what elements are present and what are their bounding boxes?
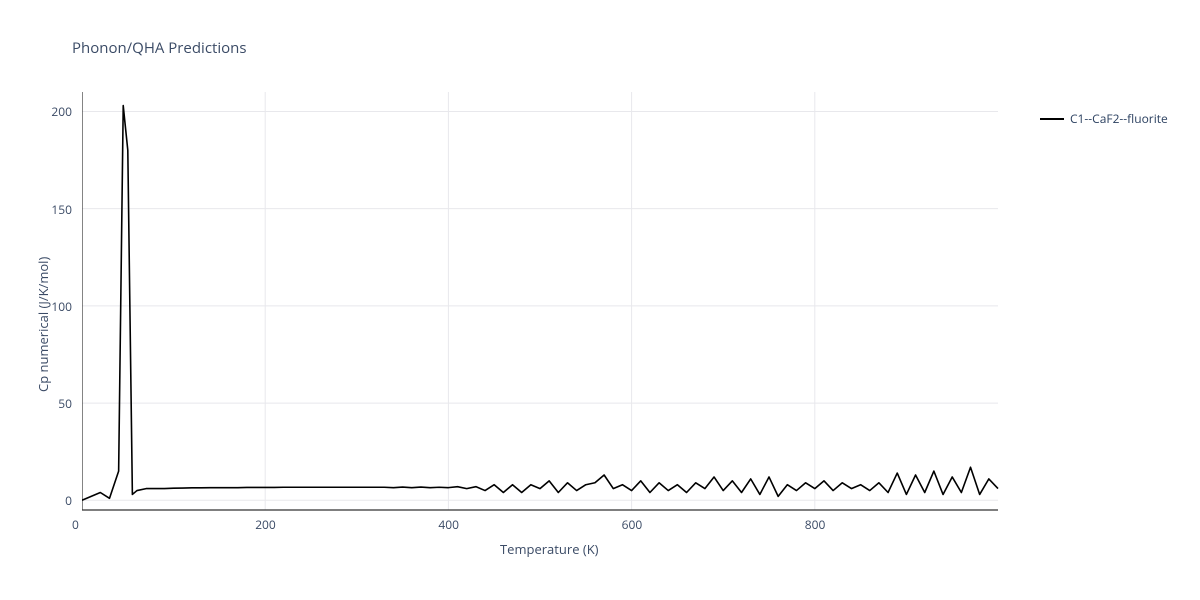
plot-area [82,92,1000,512]
chart-title: Phonon/QHA Predictions [72,38,247,58]
series-line [82,106,998,501]
y-tick-label: 100 [32,298,72,315]
x-tick-label: 600 [622,516,643,533]
x-tick-label: 200 [255,516,276,533]
x-tick-label: 0 [72,516,79,533]
x-axis-label: Temperature (K) [500,540,599,558]
y-tick-label: 150 [32,201,72,218]
y-tick-label: 50 [32,395,72,412]
y-tick-label: 200 [32,103,72,120]
legend-label: C1--CaF2--fluorite [1070,110,1168,127]
chart-container: Phonon/QHA Predictions Temperature (K) C… [0,0,1200,600]
x-tick-label: 400 [438,516,459,533]
y-tick-label: 0 [32,492,72,509]
legend-swatch [1040,118,1064,120]
legend: C1--CaF2--fluorite [1040,110,1168,127]
x-tick-label: 800 [805,516,826,533]
y-axis-label: Cp numerical (J/K/mol) [34,257,52,392]
